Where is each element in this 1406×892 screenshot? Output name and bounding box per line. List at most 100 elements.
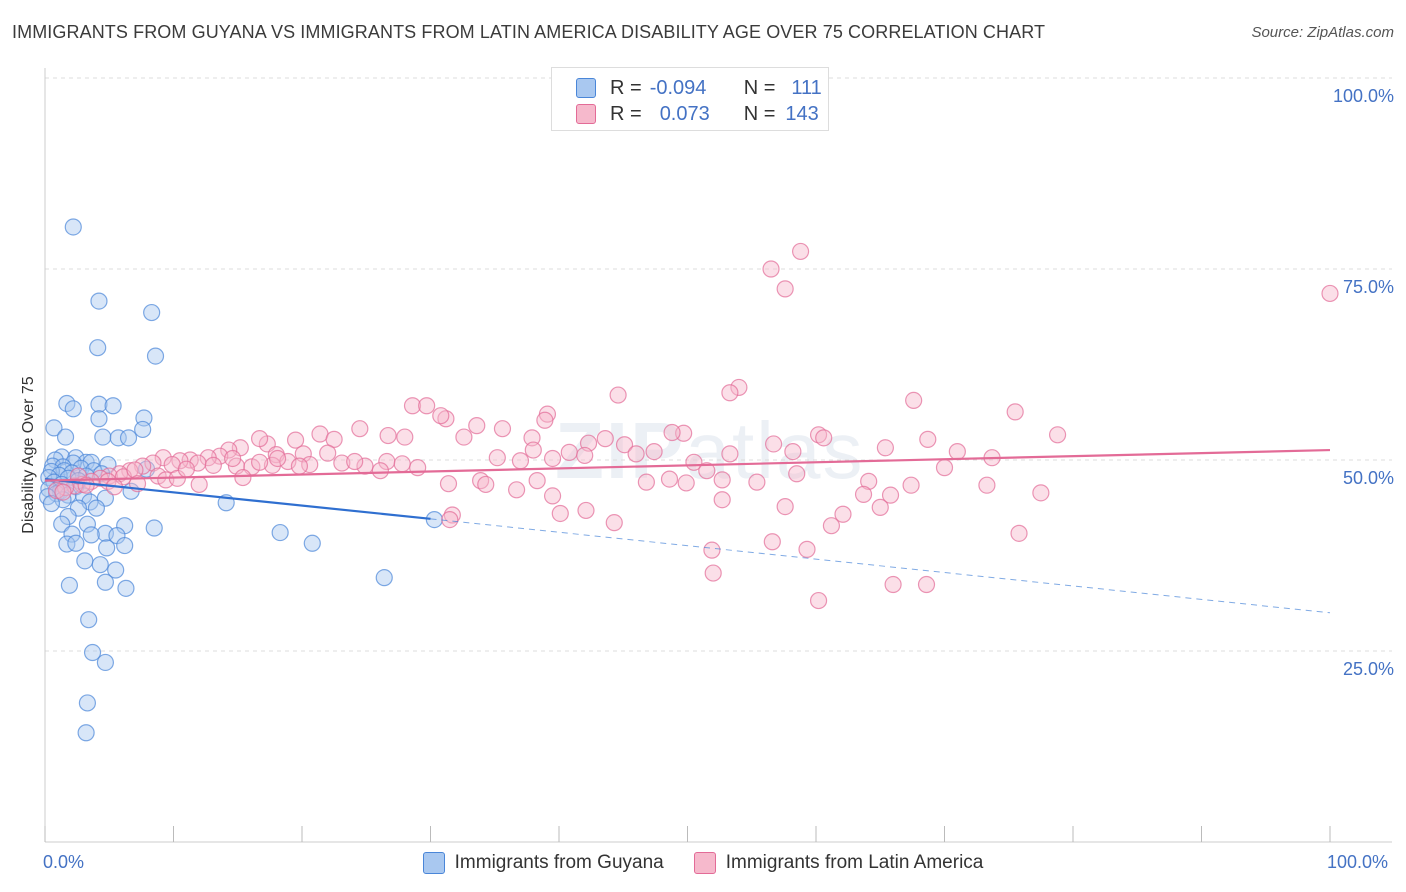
guyana-point	[107, 561, 125, 579]
series-legend-label: Immigrants from Latin America	[725, 852, 984, 873]
latin-america-point	[854, 485, 873, 503]
latin-america-point	[978, 476, 996, 494]
latin-america-point	[511, 452, 530, 470]
latin-america-point	[1032, 484, 1050, 502]
guyana-point	[146, 347, 165, 365]
watermark-atlas: atlas	[685, 406, 865, 495]
latin-america-point	[154, 449, 172, 467]
guyana-point	[78, 694, 97, 712]
latin-america-point	[809, 426, 828, 444]
latin-america-point	[325, 430, 343, 448]
latin-america-point	[493, 420, 512, 438]
latin-america-point	[441, 510, 459, 529]
latin-america-point	[677, 474, 695, 492]
latin-america-point	[948, 442, 966, 461]
latin-america-point	[698, 462, 716, 480]
y-tick-label-25: 25.0%	[1342, 659, 1394, 679]
guyana-point	[303, 534, 321, 552]
series-legend-label: Immigrants from Guyana	[454, 852, 664, 873]
latin-america-point	[784, 442, 802, 461]
latin-america-point	[627, 445, 645, 463]
latin-america-point	[905, 391, 923, 410]
guyana-point	[60, 576, 79, 594]
correlation-legend: R = -0.094 N = 111 R = 0.073 N = 143	[551, 67, 829, 131]
guyana-point	[375, 569, 393, 587]
legend-row-guyana: R = -0.094 N = 111	[576, 76, 822, 100]
series-legend-latin-america[interactable]: Immigrants from Latin America	[693, 852, 984, 874]
latin-america-point	[721, 384, 739, 402]
guyana-point	[58, 535, 76, 553]
y-tick-label-100: 100.0%	[1332, 86, 1394, 106]
guyana-point	[63, 525, 81, 543]
latin-america-point	[798, 540, 816, 558]
latin-america-point	[1321, 284, 1339, 303]
guyana-point	[90, 292, 108, 310]
latin-america-point	[605, 514, 623, 532]
guyana-trend-extension	[430, 518, 1331, 614]
series-swatch-blue	[422, 852, 445, 874]
latin-america-point	[47, 481, 66, 500]
latin-america-point	[703, 541, 721, 559]
latin-america-point	[704, 564, 722, 582]
series-swatch-pink	[693, 852, 716, 874]
latin-america-point	[748, 473, 766, 491]
guyana-point	[134, 420, 152, 439]
guyana-point	[42, 494, 61, 513]
latin-america-point	[822, 517, 841, 535]
latin-america-point	[881, 486, 900, 504]
latin-america-point	[809, 591, 828, 610]
guyana-point	[90, 410, 108, 428]
latin-america-point	[776, 280, 794, 298]
latin-america-point	[935, 459, 954, 477]
x-tick-label-max: 100.0%	[1327, 852, 1389, 872]
legend-r-label: R =	[610, 102, 642, 125]
latin-america-point	[432, 407, 450, 425]
latin-america-point	[134, 457, 152, 475]
latin-america-point	[776, 498, 794, 516]
guyana-point	[77, 724, 95, 742]
latin-america-point	[762, 260, 780, 278]
guyana-point	[64, 218, 82, 236]
series-legend-guyana[interactable]: Immigrants from Guyana	[422, 852, 664, 874]
latin-america-point	[439, 475, 458, 493]
latin-america-point	[917, 575, 936, 594]
latin-america-point	[860, 472, 878, 490]
latin-america-point	[204, 456, 222, 474]
latin-america-point	[443, 506, 461, 524]
legend-swatch-blue	[576, 78, 596, 98]
guyana-point	[119, 429, 138, 447]
latin-america-point	[396, 428, 414, 446]
guyana-point	[76, 552, 94, 570]
latin-america-point	[536, 411, 554, 429]
latin-america-point	[488, 449, 506, 467]
legend-row-latin-america: R = 0.073 N = 143	[576, 102, 819, 126]
latin-america-point	[409, 459, 427, 477]
latin-america-point	[524, 441, 542, 459]
y-tick-label-75: 75.0%	[1342, 277, 1394, 297]
latin-america-point	[393, 455, 411, 473]
latin-america-point	[477, 475, 495, 494]
legend-swatch-pink	[576, 104, 596, 124]
latin-america-point	[713, 491, 731, 509]
latin-america-point	[250, 430, 269, 448]
guyana-point	[143, 303, 161, 322]
latin-america-point	[290, 457, 309, 475]
latin-america-point	[144, 454, 162, 472]
latin-america-point	[333, 454, 351, 472]
latin-america-point	[1048, 426, 1067, 444]
guyana-point	[64, 400, 82, 418]
guyana-point	[116, 536, 134, 555]
latin-america-point	[220, 441, 238, 459]
guyana-point	[91, 556, 109, 574]
guyana-point	[45, 419, 63, 437]
latin-america-point	[543, 487, 562, 505]
legend-n-label: N =	[743, 102, 776, 125]
latin-america-point	[645, 442, 663, 461]
series-legend: Immigrants from Guyana Immigrants from L…	[0, 852, 1406, 874]
y-tick-label-50: 50.0%	[1342, 468, 1394, 488]
guyana-point	[67, 534, 85, 552]
guyana-point	[80, 611, 98, 629]
guyana-trend-line	[44, 478, 431, 520]
guyana-point	[90, 395, 108, 413]
